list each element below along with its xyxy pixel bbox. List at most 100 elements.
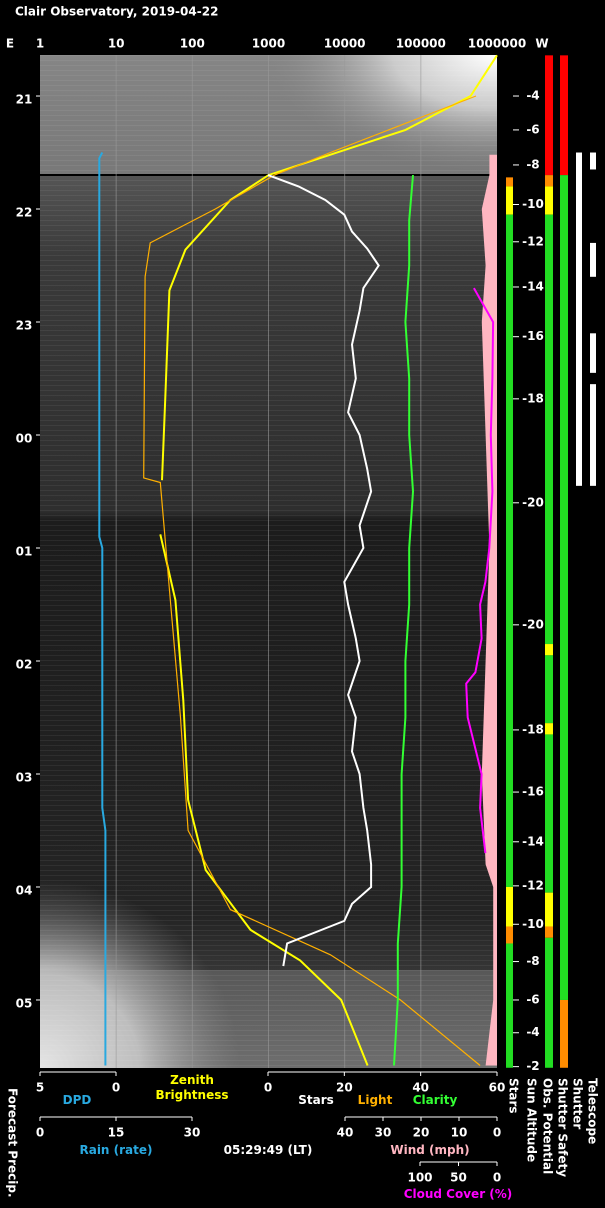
west-label: W [535, 37, 548, 51]
chart-title: Clair Observatory, 2019-04-22 [15, 5, 218, 19]
series-line [267, 174, 380, 967]
axis-tick-label: 0 [36, 1126, 44, 1140]
top-tick-label: 1 [36, 37, 44, 51]
sun-tick-label: -20 [522, 617, 544, 631]
status-label: Shutter Safety [556, 1078, 570, 1177]
status-segment [590, 333, 596, 373]
status-segment [560, 55, 568, 176]
current-time: 05:29:49 (LT) [223, 1143, 313, 1157]
status-segment [590, 152, 596, 170]
axis-tick-label: 50 [450, 1171, 467, 1185]
status-segment [545, 937, 553, 1068]
sun-tick-label: -20 [522, 495, 544, 509]
sun-tick-label: -16 [522, 329, 544, 343]
time-tick-label: 21 [16, 93, 33, 107]
status-segment [506, 943, 513, 1068]
axis-tick-label: 0 [264, 1081, 272, 1095]
time-tick-label: 03 [16, 770, 33, 784]
status-label: Shutter [571, 1078, 585, 1129]
status-segment [506, 214, 513, 887]
top-tick-label: 10 [108, 37, 125, 51]
status-label: Stars [507, 1078, 521, 1114]
sun-tick-label: -4 [526, 1025, 539, 1039]
legend-label: DPD [62, 1093, 92, 1107]
top-tick-label: 1000 [252, 37, 285, 51]
axis-tick-label: 40 [412, 1081, 429, 1095]
status-segment [545, 214, 553, 645]
time-tick-label: 01 [16, 544, 33, 558]
legend-label: Cloud Cover (%) [403, 1187, 513, 1201]
status-label: Obs. Potential [541, 1078, 555, 1174]
status-segment [560, 175, 568, 1000]
axis-tick-label: 100 [407, 1171, 432, 1185]
axis-tick-label: 0 [493, 1171, 501, 1185]
status-segment [545, 186, 553, 215]
sun-tick-label: -8 [526, 157, 539, 171]
status-label: Telescope [586, 1078, 600, 1144]
status-segment [545, 926, 553, 938]
series-line [98, 152, 107, 1066]
status-segment [545, 55, 553, 176]
time-tick-label: 00 [16, 432, 33, 446]
axis-tick-label: 5 [36, 1081, 44, 1095]
sun-tick-label: -12 [522, 234, 544, 248]
status-segment [545, 723, 553, 735]
legend-label: Zenith Brightness [155, 1073, 229, 1102]
axis-tick-label: 60 [489, 1081, 506, 1095]
axis-tick-label: 20 [336, 1081, 353, 1095]
time-tick-label: 02 [16, 657, 33, 671]
time-tick-label: 23 [16, 319, 33, 333]
axis-tick-label: 0 [493, 1126, 501, 1140]
time-tick-label: 22 [16, 206, 33, 220]
top-tick-label: 1000000 [468, 37, 526, 51]
top-tick-label: 100 [180, 37, 205, 51]
sun-tick-label: -6 [526, 122, 539, 136]
time-tick-label: 05 [16, 996, 33, 1010]
status-segment [590, 384, 596, 486]
sun-tick-label: -8 [526, 954, 539, 968]
status-segment [545, 734, 553, 893]
axis-label: Rain (rate) [79, 1143, 153, 1157]
axis-tick-label: 15 [108, 1126, 125, 1140]
sun-tick-label: -16 [522, 785, 544, 799]
sun-tick-label: -4 [526, 89, 539, 103]
top-tick-label: 100000 [396, 37, 446, 51]
sun-tick-label: -18 [522, 722, 544, 736]
axis-tick-label: 30 [375, 1126, 392, 1140]
time-tick-label: 04 [16, 883, 33, 897]
sun-tick-label: -12 [522, 878, 544, 892]
sun-tick-label: -14 [522, 279, 544, 293]
series-line [393, 175, 415, 1066]
axis-tick-label: 40 [337, 1126, 354, 1140]
axis-tick-label: 20 [413, 1126, 430, 1140]
sun-tick-label: -18 [522, 391, 544, 405]
axis-tick-label: 30 [184, 1126, 201, 1140]
sun-tick-label: -6 [526, 992, 539, 1006]
axis-tick-label: 10 [451, 1126, 468, 1140]
axis-tick-label: 0 [112, 1081, 120, 1095]
sun-tick-label: -10 [522, 917, 544, 931]
series-line [465, 287, 495, 854]
status-segment [506, 886, 513, 927]
legend-label: Clarity [412, 1093, 458, 1107]
status-segment [576, 152, 582, 486]
status-segment [545, 175, 553, 187]
status-segment [545, 655, 553, 724]
top-tick-label: 10000 [324, 37, 366, 51]
sun-altitude-label: Sun Altitude [525, 1078, 539, 1162]
sun-tick-label: -10 [522, 197, 544, 211]
east-label: E [6, 37, 14, 51]
status-segment [590, 242, 596, 277]
status-segment [506, 926, 513, 944]
status-segment [545, 644, 553, 656]
status-segment [545, 892, 553, 927]
forecast-label: Forecast Precip. [6, 1088, 20, 1198]
sun-tick-label: -2 [526, 1059, 539, 1073]
status-segment [506, 186, 513, 215]
legend-label: Wind (mph) [390, 1143, 470, 1157]
sun-tick-label: -14 [522, 834, 544, 848]
legend-label: Stars [298, 1093, 334, 1107]
legend-label: Light [357, 1093, 393, 1107]
